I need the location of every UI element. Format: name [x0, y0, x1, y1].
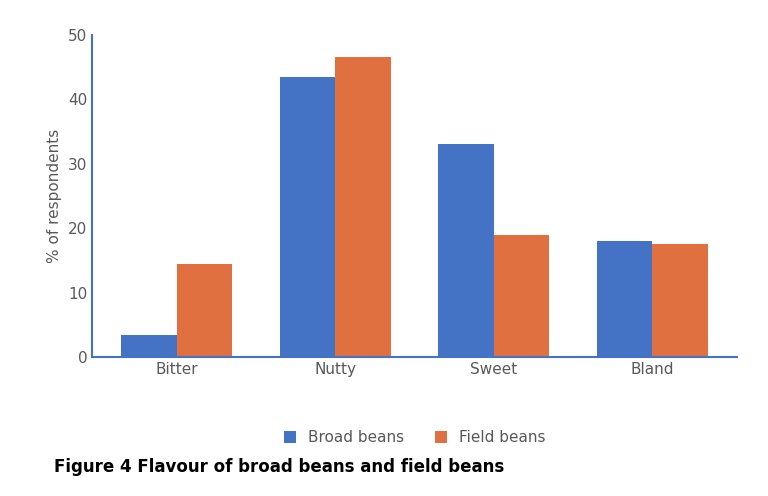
Bar [336, 58, 391, 357]
Bar [439, 144, 494, 357]
Y-axis label: % of respondents: % of respondents [48, 129, 62, 263]
Text: Figure 4 Flavour of broad beans and field beans: Figure 4 Flavour of broad beans and fiel… [54, 458, 504, 476]
Bar [177, 264, 233, 357]
Bar [653, 244, 708, 357]
Legend: Broad beans, Field beans: Broad beans, Field beans [276, 423, 554, 453]
Bar [494, 235, 549, 357]
Bar [597, 241, 653, 357]
Bar [121, 334, 177, 357]
Bar [280, 76, 336, 357]
